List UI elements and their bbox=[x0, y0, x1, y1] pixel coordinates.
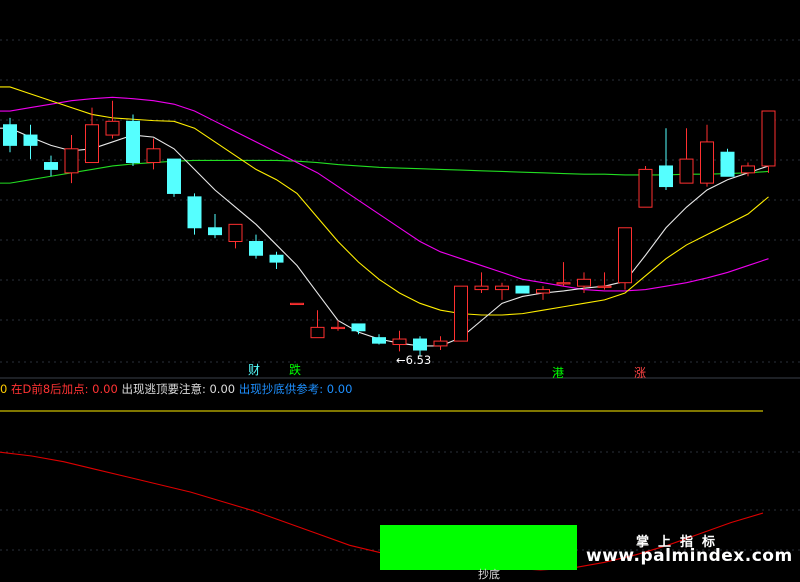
candle-31 bbox=[638, 165, 653, 208]
candle-body-18 bbox=[372, 337, 386, 344]
candle-21 bbox=[433, 336, 448, 351]
candle-9 bbox=[187, 193, 202, 235]
candle-body-5 bbox=[105, 120, 120, 136]
candle-11 bbox=[228, 223, 243, 249]
candle-13 bbox=[269, 251, 284, 269]
candle-body-15 bbox=[310, 326, 325, 339]
candle-26 bbox=[536, 286, 550, 300]
candle-body-35 bbox=[720, 151, 735, 177]
candle-27 bbox=[556, 262, 571, 287]
ma-line-magenta bbox=[0, 96, 769, 292]
candle-19 bbox=[392, 330, 407, 352]
candle-36 bbox=[741, 162, 755, 177]
candle-body-37 bbox=[761, 110, 776, 167]
candle-0 bbox=[3, 117, 17, 153]
candle-7 bbox=[146, 138, 161, 170]
indicator-d-point: 在D前8后加点: 0.00 bbox=[7, 382, 118, 396]
ma-line-yellow bbox=[0, 86, 769, 316]
candle-5 bbox=[105, 100, 120, 139]
candle-body-2 bbox=[44, 162, 58, 170]
candle-body-30 bbox=[618, 227, 632, 284]
candle-body-21 bbox=[433, 340, 448, 347]
candle-body-6 bbox=[126, 120, 140, 164]
candle-body-7 bbox=[146, 148, 161, 164]
event-label-zhang: 涨 bbox=[634, 366, 647, 380]
candle-33 bbox=[679, 128, 694, 184]
watermark-url: www.palmindex.com bbox=[586, 546, 793, 566]
grid-lines bbox=[0, 39, 800, 551]
candle-37 bbox=[761, 110, 776, 173]
candle-2 bbox=[44, 155, 58, 177]
event-label-die: 跌 bbox=[289, 363, 302, 377]
candle-4 bbox=[85, 107, 99, 164]
candle-body-23 bbox=[474, 285, 489, 291]
candle-14 bbox=[290, 302, 304, 306]
candle-15 bbox=[310, 310, 325, 339]
candle-body-8 bbox=[167, 158, 181, 194]
candle-16 bbox=[331, 320, 345, 331]
candle-20 bbox=[413, 336, 427, 357]
candle-23 bbox=[474, 272, 489, 294]
candle-6 bbox=[126, 114, 140, 166]
candle-12 bbox=[249, 234, 263, 259]
indicator-values-row: 0 在D前8后加点: 0.00 出现逃顶要注意: 0.00 出现抄底供参考: 0… bbox=[0, 381, 352, 397]
candle-body-3 bbox=[64, 148, 79, 174]
candle-body-20 bbox=[413, 338, 427, 351]
candle-34 bbox=[700, 124, 714, 187]
candle-10 bbox=[208, 214, 222, 239]
ma-line-white bbox=[0, 127, 769, 347]
candle-body-24 bbox=[495, 285, 509, 291]
event-label-cai: 财 bbox=[248, 363, 261, 377]
candle-body-32 bbox=[659, 165, 673, 188]
candle-body-14 bbox=[290, 302, 304, 306]
candle-body-31 bbox=[638, 168, 653, 208]
candle-body-10 bbox=[208, 227, 222, 236]
ma-line-green bbox=[0, 159, 769, 184]
candle-8 bbox=[167, 158, 181, 197]
candle-22 bbox=[454, 285, 468, 342]
candle-body-19 bbox=[392, 338, 407, 346]
candle-3 bbox=[64, 135, 79, 184]
candle-body-26 bbox=[536, 289, 550, 294]
candle-body-11 bbox=[228, 223, 243, 243]
candlesticks bbox=[3, 100, 776, 357]
candle-body-22 bbox=[454, 285, 468, 342]
candle-1 bbox=[23, 124, 38, 160]
candle-body-27 bbox=[556, 282, 571, 285]
candle-body-28 bbox=[577, 278, 591, 287]
event-label-gang: 港 bbox=[552, 366, 565, 380]
candle-body-1 bbox=[23, 134, 38, 146]
indicator-top-warning: 出现逃顶要注意: 0.00 bbox=[117, 382, 236, 396]
candle-body-13 bbox=[269, 254, 284, 263]
indicator-bottom-reference: 出现抄底供参考: 0.00 bbox=[235, 382, 353, 396]
candle-body-34 bbox=[700, 141, 714, 184]
candle-29 bbox=[597, 272, 612, 290]
green-overlay-box bbox=[380, 525, 577, 570]
candle-body-29 bbox=[597, 285, 612, 288]
indicator-prefix: 0 bbox=[0, 382, 8, 396]
candle-body-17 bbox=[351, 323, 366, 332]
watermark-title: 掌上指标 bbox=[636, 535, 725, 550]
low-price-annotation: ←6.53 bbox=[396, 353, 432, 367]
candle-body-36 bbox=[741, 165, 755, 174]
candle-17 bbox=[351, 323, 366, 335]
candle-body-33 bbox=[679, 158, 694, 184]
candle-18 bbox=[372, 334, 386, 345]
candle-body-16 bbox=[331, 326, 345, 330]
candle-32 bbox=[659, 128, 673, 190]
candle-body-25 bbox=[515, 285, 530, 294]
candle-body-4 bbox=[85, 124, 99, 164]
candle-body-0 bbox=[3, 124, 17, 146]
candle-24 bbox=[495, 282, 509, 300]
candle-30 bbox=[618, 227, 632, 290]
candle-body-9 bbox=[187, 196, 202, 229]
candle-28 bbox=[577, 272, 591, 294]
bottom-signal-label: 抄底 bbox=[478, 568, 500, 581]
candle-35 bbox=[720, 148, 735, 177]
candle-body-12 bbox=[249, 241, 263, 256]
candle-25 bbox=[515, 285, 530, 294]
